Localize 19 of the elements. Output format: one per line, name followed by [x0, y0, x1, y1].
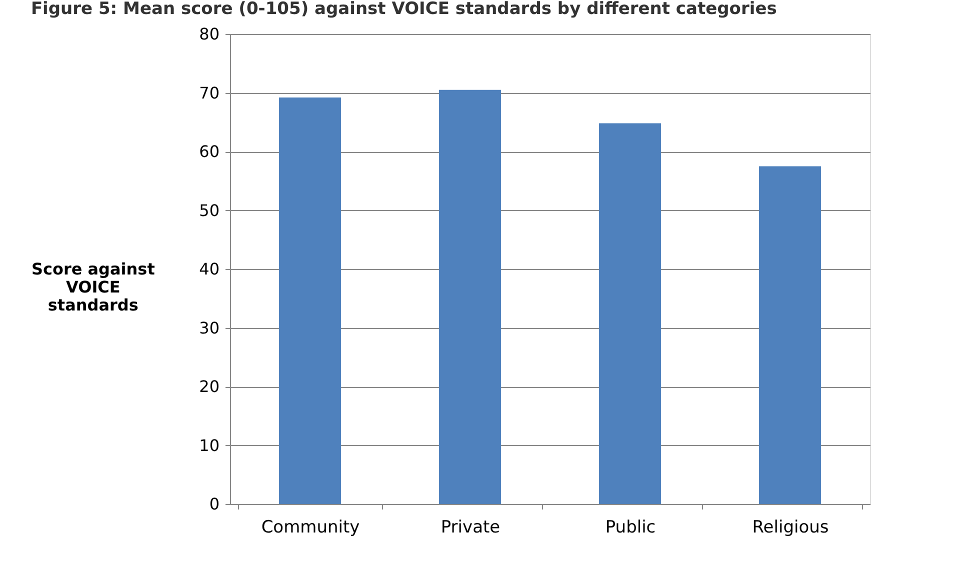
x-tick-label: Religious: [752, 518, 829, 538]
y-tick-label: 20: [199, 377, 220, 396]
y-axis-title: Score against VOICE standards: [31, 260, 156, 314]
bar: [279, 97, 341, 504]
y-tick-label: 80: [199, 24, 220, 44]
bar: [759, 166, 821, 504]
y-tick-label: 50: [199, 200, 220, 220]
y-tick-label: 60: [199, 142, 220, 161]
chart-title: Figure 5: Mean score (0-105) against VOICE standards by different categories: [30, 0, 777, 19]
y-tick-label: 10: [199, 436, 220, 455]
y-tick-label: 0: [209, 494, 220, 514]
y-tick-label: 70: [199, 83, 220, 102]
x-tick-label: Private: [440, 518, 500, 538]
y-tick-label: 30: [199, 318, 220, 338]
bar: [439, 90, 501, 504]
x-tick-label: Public: [605, 518, 656, 538]
bar: [599, 123, 661, 504]
y-tick-label: 40: [199, 260, 220, 278]
x-tick-label: Community: [261, 518, 360, 538]
